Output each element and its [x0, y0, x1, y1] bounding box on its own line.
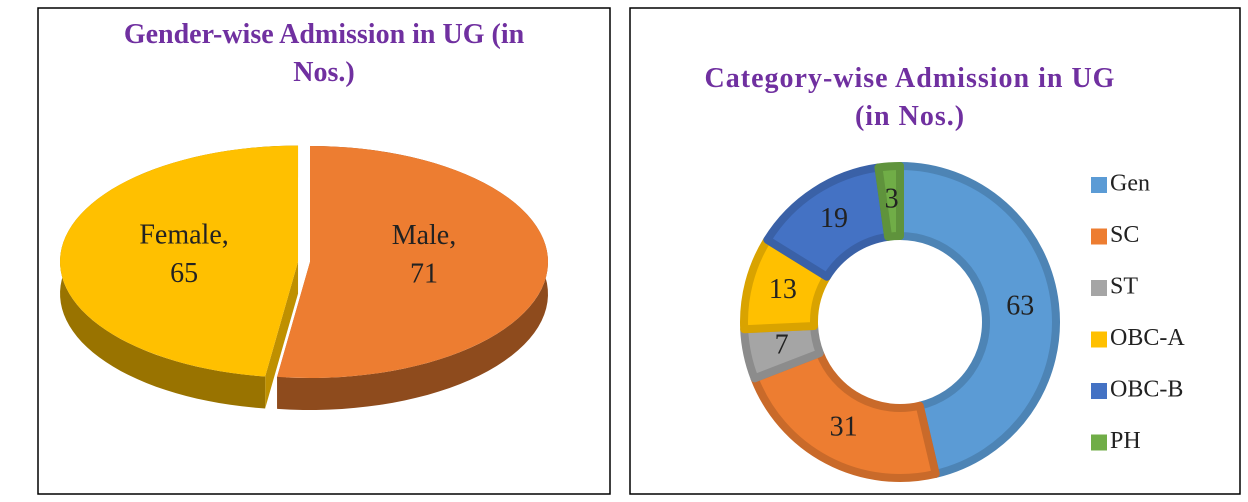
legend-swatch: [1091, 331, 1107, 348]
legend-label: OBC-B: [1110, 377, 1183, 403]
legend-swatch: [1091, 228, 1107, 245]
data-label: Male,: [392, 220, 457, 251]
data-label: 63: [1006, 290, 1034, 321]
segment: [874, 162, 904, 241]
data-label: 31: [830, 411, 858, 442]
segment: [896, 162, 1060, 478]
chart-title: Gender-wise Admission in UG (in Nos.): [123, 19, 525, 88]
data-label: 13: [769, 274, 797, 305]
legend-swatch: [1091, 280, 1107, 296]
label-category: Male: [392, 220, 450, 251]
legend-label: SC: [1110, 222, 1139, 248]
data-label: 65: [170, 258, 198, 289]
label-category: Female: [139, 220, 221, 251]
legend-swatch: [1091, 434, 1107, 451]
slice-side: [265, 261, 299, 409]
data-label: 71: [410, 258, 438, 289]
data-label: Female,: [139, 220, 228, 251]
legend-label: OBC-A: [1110, 325, 1185, 351]
slice: [277, 146, 549, 379]
label-separator: ,: [449, 220, 456, 251]
legend-label: ST: [1110, 274, 1138, 300]
legend-swatch: [1091, 177, 1107, 193]
legend-label: PH: [1110, 428, 1141, 454]
legend-label: Gen: [1110, 171, 1150, 197]
data-label: 7: [775, 329, 789, 360]
data-label: 19: [820, 203, 848, 234]
chart-title: Category-wise Admission in UG (in Nos.): [704, 63, 1116, 132]
segment: [750, 349, 940, 482]
slice: [60, 145, 299, 377]
data-label: 3: [885, 184, 899, 215]
label-separator: ,: [222, 220, 229, 251]
legend-swatch: [1091, 383, 1107, 399]
